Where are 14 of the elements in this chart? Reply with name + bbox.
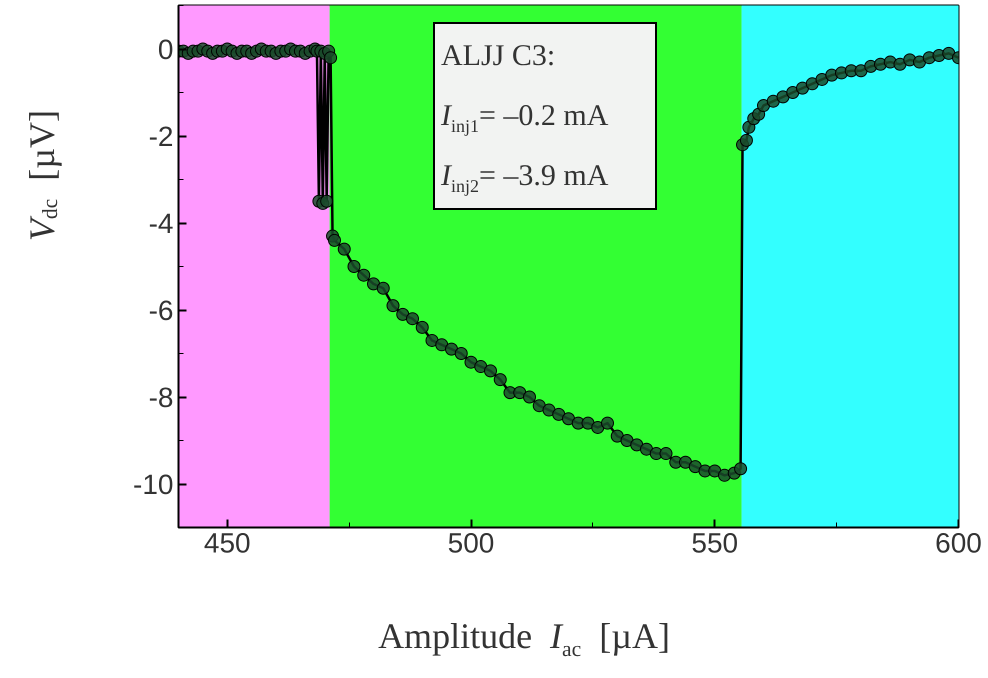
x-tick-label: 550 xyxy=(691,528,738,558)
y-tick-label: -4 xyxy=(148,208,174,239)
y-tick-label: -2 xyxy=(148,121,174,152)
annotation: I$_{inj1}$= –0.2 mA xyxy=(441,98,610,138)
y-tick-label: -8 xyxy=(148,382,174,413)
y-tick-label: -6 xyxy=(148,295,174,326)
annotation: ALJJ C3: xyxy=(441,38,556,74)
y-tick-label: 0 xyxy=(158,34,174,65)
x-axis-title: Amplitude I$_{ac}$ [µA] xyxy=(377,615,671,664)
annotation: I$_{inj2}$= –3.9 mA xyxy=(441,158,610,198)
x-tick-label: 450 xyxy=(204,528,251,558)
x-tick-label: 500 xyxy=(448,528,494,558)
x-tick-label: 600 xyxy=(935,528,982,558)
y-tick-label: -10 xyxy=(133,469,174,500)
